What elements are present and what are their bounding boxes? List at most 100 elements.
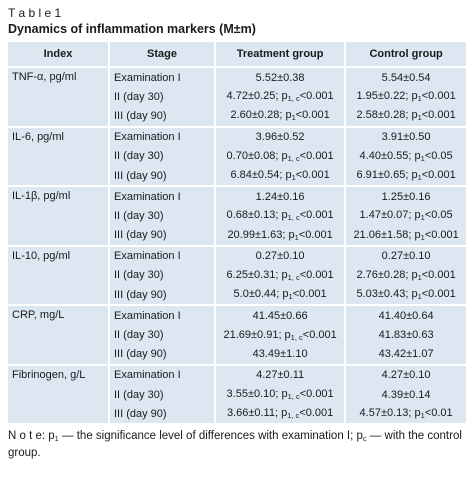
subscript: 1: [417, 173, 422, 183]
stage-cell: Examination I: [108, 244, 215, 266]
value-cell: 4.72±0.25; p1, c<0.001: [213, 87, 346, 107]
value-cell: 43.42±1.07: [344, 344, 466, 365]
value-cell: 1.25±0.16: [344, 185, 466, 207]
value-cell: 20.99±1.63; p1<0.001: [213, 225, 346, 246]
value-cell: 4.39±0.14: [344, 385, 466, 405]
row: II (day 30) 3.55±0.10; p1, c<0.001 4.39±0.…: [8, 385, 466, 405]
index-cell: CRP, mg/L: [8, 304, 109, 365]
stage-cell: Examination I: [108, 65, 215, 88]
text: — the significance level of differences …: [58, 430, 363, 443]
stage-cell: III (day 90): [108, 404, 215, 424]
text: 1.95±0.22; p: [356, 90, 418, 103]
header-row: Index Stage Treatment group Control group: [8, 42, 466, 68]
text: <0.001: [299, 388, 334, 401]
text: 4.40±0.55; p: [359, 149, 421, 162]
value-cell: 1.47±0.07; p1<0.05: [344, 206, 466, 226]
value-cell: 21.06±1.58; p1<0.001: [344, 225, 466, 246]
value-cell: 4.27±0.10: [344, 363, 466, 385]
stage-cell: III (day 90): [108, 344, 215, 365]
row: II (day 30) 21.69±0.91; p1, c<0.001 41.83±…: [8, 325, 466, 345]
subscript: 1: [417, 94, 422, 104]
row: IL-1β, pg/ml Examination I 1.24±0.16 1.25±0…: [8, 185, 466, 246]
value-cell: 6.25±0.31; p1, c<0.001: [213, 265, 346, 286]
row: III (day 90) 43.49±1.10 43.42±1.07: [8, 344, 466, 365]
stage-cell: Examination I: [108, 363, 215, 385]
text: <0.001: [299, 268, 334, 281]
index-cell: IL-1β, pg/ml: [8, 185, 109, 246]
row: II (day 30) 4.72±0.25; p1, c<0.001 1.95±0.…: [8, 87, 466, 107]
stage-cell: III (day 90): [108, 165, 215, 187]
text: <0.001: [421, 90, 456, 103]
value-cell: 6.84±0.54; p1<0.001: [213, 165, 346, 187]
subscript: 1, c: [287, 153, 300, 163]
text: 5.03±0.43; p: [356, 288, 418, 301]
row: II (day 30) 0.68±0.13; p1, c<0.001 1.47±0.…: [8, 206, 466, 226]
stage-cell: II (day 30): [108, 206, 215, 226]
text: 2.76±0.28; p: [356, 268, 418, 281]
row: III (day 90) 2.60±0.28; p1<0.001 2.58±0.28…: [8, 106, 466, 127]
value-cell: 5.03±0.43; p1<0.001: [344, 285, 466, 306]
text: <0.001: [295, 169, 330, 182]
value-cell: 5.54±0.54: [344, 65, 466, 88]
text: N o t e: p: [8, 430, 55, 443]
document: T a b l e 1 Dynamics of inflammation mar…: [8, 6, 466, 460]
stage-cell: Examination I: [108, 125, 215, 147]
row: Fibrinogen, g/L Examination I 4.27±0.11 4.2…: [8, 363, 466, 424]
row: IL-6, pg/ml Examination I 3.96±0.52 3.91±0.…: [8, 125, 466, 187]
subscript: 1, c: [290, 332, 303, 342]
text: 4.72±0.25; p: [226, 90, 288, 103]
text: <0.001: [421, 169, 456, 182]
text: 6.91±0.65; p: [356, 169, 418, 182]
index-cell: TNF-α, pg/ml: [8, 66, 109, 127]
text: <0.001: [299, 90, 334, 103]
subscript: 1: [420, 213, 425, 223]
text: <0.001: [295, 109, 330, 122]
text: — with the control group.: [8, 430, 462, 460]
text: <0.001: [421, 288, 456, 301]
subscript: 1: [288, 292, 293, 302]
subscript: 1, c: [287, 392, 300, 402]
value-cell: 0.68±0.13; p1, c<0.001: [213, 206, 346, 226]
stage-cell: II (day 30): [108, 325, 215, 345]
value-cell: 4.40±0.55; p1<0.05: [344, 146, 466, 166]
subscript: 1: [420, 232, 425, 242]
subscript: 1: [294, 232, 299, 242]
index-cell: IL-6, pg/ml: [8, 125, 109, 187]
stage-cell: III (day 90): [108, 225, 215, 246]
table: Index Stage Treatment group Control group TN…: [8, 42, 466, 424]
row: III (day 90) 3.66±0.11; p1, c<0.001 4.57±0…: [8, 404, 466, 424]
subscript: 1, c: [287, 213, 300, 223]
text: <0.05: [424, 149, 453, 162]
stage-cell: III (day 90): [108, 285, 215, 306]
text: <0.001: [299, 209, 334, 222]
text: <0.001: [292, 288, 327, 301]
subscript: 1: [54, 434, 59, 444]
stage-cell: III (day 90): [108, 106, 215, 127]
value-cell: 6.91±0.65; p1<0.001: [344, 165, 466, 187]
row: II (day 30) 6.25±0.31; p1, c<0.001 2.76±0.…: [8, 265, 466, 286]
stage-cell: II (day 30): [108, 146, 215, 166]
text: 2.58±0.28; p: [356, 109, 418, 122]
value-cell: 3.66±0.11; p1, c<0.001: [213, 404, 346, 424]
subscript: c: [362, 434, 367, 444]
row: III (day 90) 5.0±0.44; p1<0.001 5.03±0.43;…: [8, 285, 466, 306]
text: 4.57±0.13; p: [359, 407, 421, 420]
stage-cell: II (day 30): [108, 385, 215, 405]
text: <0.001: [298, 228, 333, 241]
text: <0.001: [299, 407, 334, 420]
text: <0.01: [424, 407, 453, 420]
index-cell: Fibrinogen, g/L: [8, 363, 109, 424]
row: III (day 90) 20.99±1.63; p1<0.001 21.06±1.…: [8, 225, 466, 246]
table-label: T a b l e 1: [8, 6, 62, 20]
row: CRP, mg/L Examination I 41.45±0.66 41.40±0.…: [8, 304, 466, 365]
value-cell: 0.70±0.08; p1, c<0.001: [213, 146, 346, 166]
row: II (day 30) 0.70±0.08; p1, c<0.001 4.40±0.…: [8, 146, 466, 166]
text: <0.05: [424, 209, 453, 222]
value-cell: 3.96±0.52: [213, 125, 346, 147]
row: TNF-α, pg/ml Examination I 5.52±0.38 5.54±0…: [8, 65, 466, 127]
value-cell: 5.52±0.38: [213, 65, 346, 88]
value-cell: 2.58±0.28; p1<0.001: [344, 106, 466, 127]
value-cell: 0.27±0.10: [344, 244, 466, 266]
text: <0.001: [424, 228, 459, 241]
